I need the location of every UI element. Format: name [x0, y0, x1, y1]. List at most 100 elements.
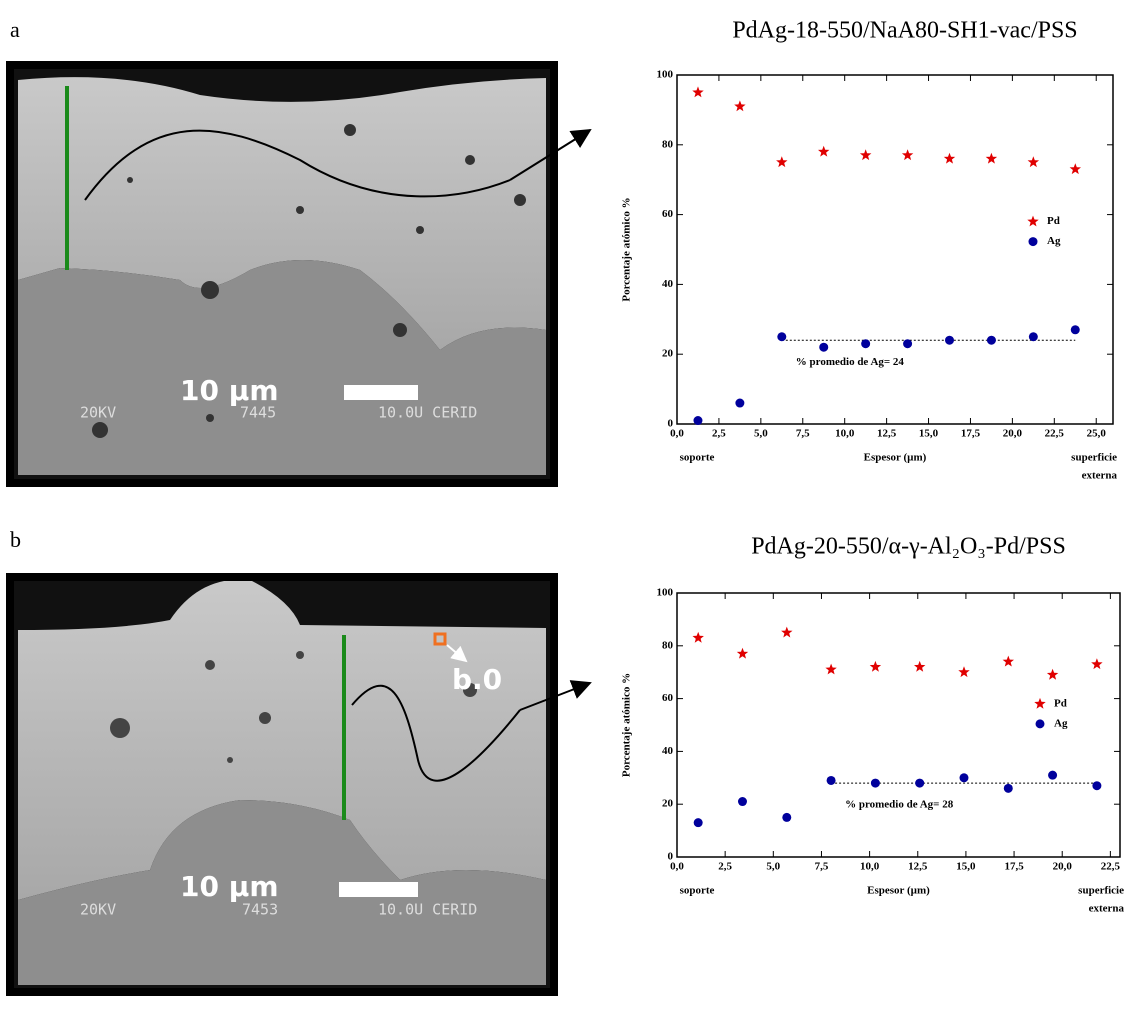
y-tick-label: 80 [662, 138, 674, 150]
legend-swatch [1035, 719, 1045, 729]
point [781, 626, 793, 638]
point [1027, 156, 1040, 168]
point [943, 152, 956, 164]
point [1092, 781, 1102, 791]
y-tick-label: 100 [657, 69, 674, 81]
x-end-label: soporte [680, 885, 715, 897]
point [986, 335, 996, 345]
point [959, 773, 969, 783]
y-tick-label: 0 [668, 851, 674, 863]
panel-label: b [10, 527, 21, 552]
sem-caption: 20KV [80, 404, 116, 422]
x-tick-label: 12,5 [908, 861, 928, 873]
x-tick-label: 15,0 [919, 428, 939, 440]
plot-frame [676, 592, 1121, 858]
x-tick-label: 20,0 [1053, 861, 1073, 873]
scale-bar-label: 10 µm [180, 374, 279, 407]
point [870, 778, 880, 788]
point [737, 797, 747, 807]
point [1070, 325, 1080, 335]
legend-swatch [1028, 237, 1038, 247]
point [903, 339, 913, 349]
point [777, 332, 787, 342]
sem-caption: 20KV [80, 901, 116, 919]
y-tick-label: 20 [662, 798, 674, 810]
x-tick-label: 0,0 [670, 861, 684, 873]
x-tick-label: 20,0 [1003, 428, 1023, 440]
x-tick-label: 0,0 [670, 428, 684, 440]
point [1003, 783, 1013, 793]
y-tick-label: 60 [662, 208, 674, 220]
point [736, 647, 749, 659]
x-tick-label: 12,5 [877, 428, 897, 440]
legend-label: Pd [1054, 697, 1067, 709]
point [1002, 655, 1014, 667]
x-end-label: externa [1082, 470, 1118, 482]
point [735, 398, 745, 408]
x-tick-label: 25,0 [1087, 428, 1107, 440]
x-tick-label: 2,5 [718, 861, 732, 873]
point [1091, 658, 1103, 670]
x-tick-label: 2,5 [712, 428, 726, 440]
sem-caption: 7445 [240, 404, 276, 422]
point [901, 149, 914, 161]
y-tick-label: 100 [657, 587, 674, 599]
x-end-label: externa [1089, 903, 1125, 915]
point [776, 156, 788, 168]
point [1048, 770, 1058, 780]
x-axis-label: Espesor (µm) [864, 452, 927, 464]
y-axis-label: Porcentaje atómico % [621, 673, 633, 777]
point [1069, 163, 1081, 175]
y-tick-label: 40 [662, 278, 674, 290]
x-tick-label: 7,5 [815, 861, 829, 873]
point [945, 335, 954, 345]
point [914, 660, 926, 672]
x-tick-label: 22,5 [1045, 428, 1065, 440]
point [861, 339, 871, 349]
point [915, 778, 925, 788]
point [693, 818, 703, 828]
point [819, 342, 829, 352]
point [958, 666, 970, 678]
point [692, 631, 704, 643]
y-tick-label: 20 [662, 348, 674, 360]
legend-label: Ag [1047, 235, 1061, 247]
x-tick-label: 5,0 [754, 428, 768, 440]
y-axis-label: Porcentaje atómico % [621, 197, 633, 301]
x-end-label: superficie [1071, 452, 1117, 464]
annotation: % promedio de Ag= 28 [845, 799, 954, 811]
legend-label: Ag [1054, 717, 1068, 729]
annotation: % promedio de Ag= 24 [796, 356, 905, 368]
chart-title: PdAg-18-550/NaA80-SH1-vac/PSS [732, 18, 1077, 44]
x-tick-label: 5,0 [766, 861, 780, 873]
x-axis-label: Espesor (µm) [867, 885, 930, 897]
point [782, 812, 792, 822]
x-tick-label: 15,0 [956, 861, 976, 873]
legend-swatch [1027, 215, 1039, 227]
x-tick-label: 17,5 [1004, 861, 1024, 873]
point [859, 149, 872, 161]
y-tick-label: 0 [668, 418, 674, 430]
x-tick-label: 17,5 [961, 428, 981, 440]
sem-image: 10 µm 20KV 7445 10.0U CERID [6, 61, 592, 487]
legend-label: Pd [1047, 215, 1060, 227]
point [1046, 668, 1059, 680]
x-tick-label: 22,5 [1101, 861, 1121, 873]
x-tick-label: 10,0 [835, 428, 855, 440]
chart-title: PdAg-20-550/α-γ-Al₂O₃-Pd/PSS [751, 534, 1066, 560]
legend-swatch [1034, 697, 1046, 709]
plot-frame [676, 74, 1114, 425]
point [1028, 332, 1038, 342]
x-end-label: soporte [680, 452, 715, 464]
point [985, 152, 998, 164]
sem-caption: 7453 [242, 901, 278, 919]
point [869, 660, 882, 672]
point [734, 100, 746, 112]
point [693, 416, 703, 426]
sem-caption: 10.0U CERID [378, 404, 477, 422]
point [826, 775, 836, 785]
point [818, 145, 830, 157]
sem-image: b.0 10 µm 20KV 7453 10.0U CERID [6, 573, 592, 996]
y-tick-label: 60 [662, 692, 674, 704]
